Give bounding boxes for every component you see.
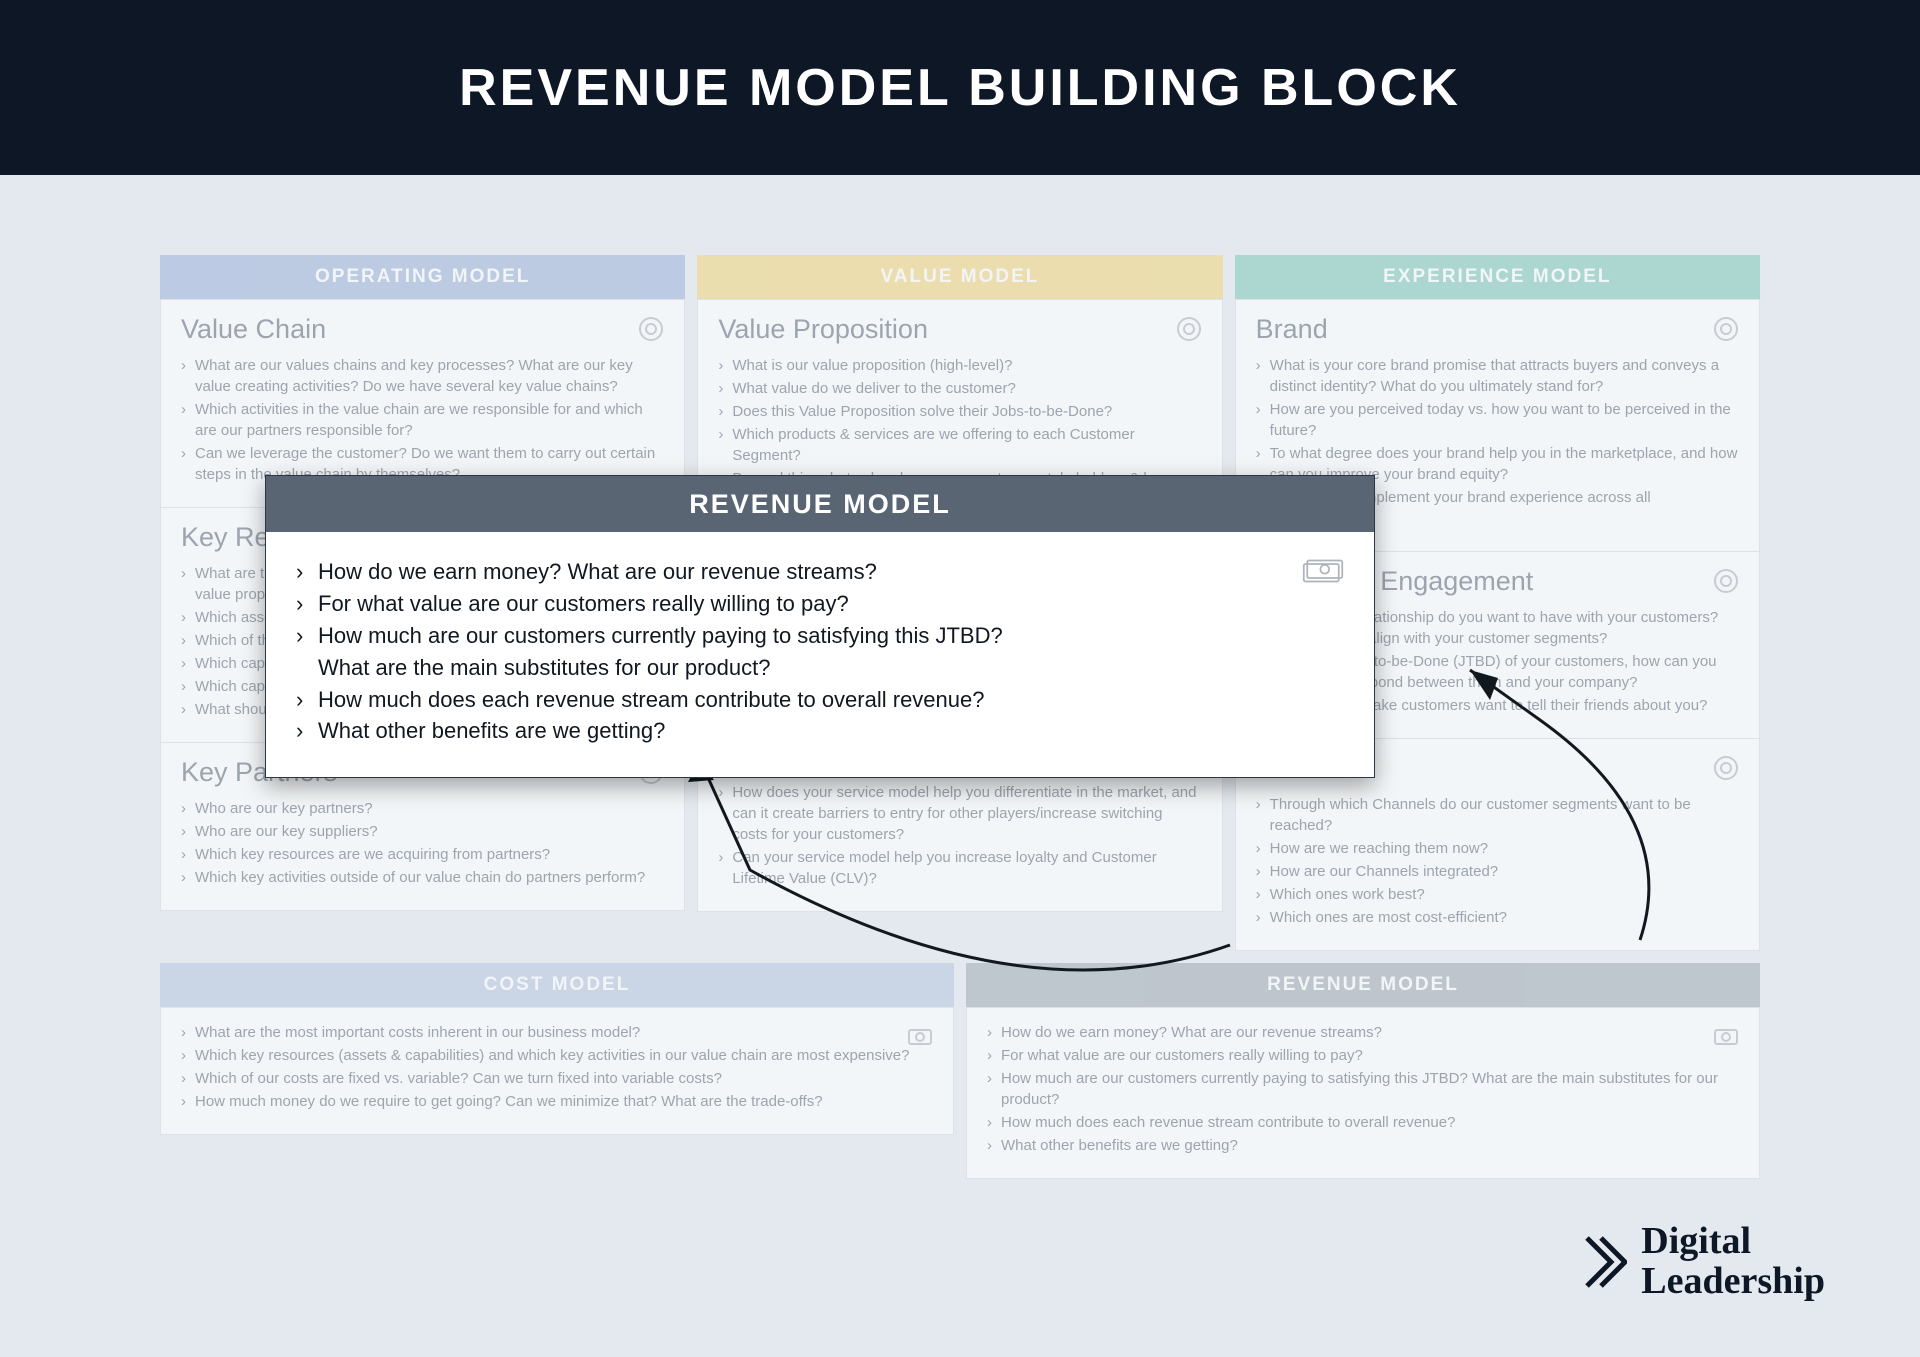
- question-item: What is your core brand promise that att…: [1256, 355, 1739, 397]
- popout-item: For what value are our customers really …: [296, 588, 1344, 620]
- question-list: Which differentiating, core and supporti…: [718, 759, 1201, 889]
- popout-header: REVENUE MODEL: [266, 476, 1374, 532]
- question-item: Which ones work best?: [1256, 884, 1739, 905]
- question-item: Which products & services are we offerin…: [718, 424, 1201, 466]
- question-list: What are the most important costs inhere…: [181, 1022, 933, 1112]
- question-item: For what value are our customers really …: [987, 1045, 1739, 1066]
- question-item: Which key resources are we acquiring fro…: [181, 844, 664, 865]
- column-header: OPERATING MODEL: [160, 255, 685, 299]
- question-item: What are the most important costs inhere…: [181, 1022, 933, 1043]
- question-item: How are we reaching them now?: [1256, 838, 1739, 859]
- model-block: What are the most important costs inhere…: [160, 1007, 954, 1135]
- block-title: Brand: [1256, 314, 1739, 345]
- model-block: How do we earn money? What are our reven…: [966, 1007, 1760, 1179]
- question-item: What other benefits are we getting?: [987, 1135, 1739, 1156]
- popout-item: How much are our customers currently pay…: [296, 620, 1344, 652]
- bottom-column: COST MODEL What are the most important co…: [160, 963, 954, 1179]
- gift-icon: [1174, 314, 1204, 344]
- question-item: What is our value proposition (high-leve…: [718, 355, 1201, 376]
- question-list: How do we earn money? What are our reven…: [987, 1022, 1739, 1156]
- question-item: Does this Value Proposition solve their …: [718, 401, 1201, 422]
- popout-item: What other benefits are we getting?: [296, 715, 1344, 747]
- question-item: What are our values chains and key proce…: [181, 355, 664, 397]
- bottom-column: REVENUE MODEL How do we earn money? What …: [966, 963, 1760, 1179]
- question-list: What are our values chains and key proce…: [181, 355, 664, 485]
- question-list: Who are our key partners?Who are our key…: [181, 798, 664, 888]
- question-item: How much are our customers currently pay…: [987, 1068, 1739, 1110]
- question-item: Who are our key partners?: [181, 798, 664, 819]
- question-item: Which key resources (assets & capabiliti…: [181, 1045, 933, 1066]
- question-item: How much does each revenue stream contri…: [987, 1112, 1739, 1133]
- target-icon: [636, 314, 666, 344]
- logo-text: Digital Leadership: [1641, 1222, 1825, 1302]
- popout-item: What are the main substitutes for our pr…: [296, 652, 1344, 684]
- brand-logo: Digital Leadership: [1583, 1222, 1825, 1302]
- question-item: Which activities in the value chain are …: [181, 399, 664, 441]
- question-item: Which key activities outside of our valu…: [181, 867, 664, 888]
- popout-body: How do we earn money? What are our reven…: [266, 532, 1374, 777]
- block-title: Value Proposition: [718, 314, 1201, 345]
- money-icon: [905, 1022, 935, 1052]
- question-item: Can your service model help you increase…: [718, 847, 1201, 889]
- question-list: Through which Channels do our customer s…: [1256, 794, 1739, 928]
- question-item: How are you perceived today vs. how you …: [1256, 399, 1739, 441]
- bookmark-icon: [1711, 314, 1741, 344]
- question-item: Which ones are most cost-efficient?: [1256, 907, 1739, 928]
- bottom-header: COST MODEL: [160, 963, 954, 1007]
- question-item: Who are our key suppliers?: [181, 821, 664, 842]
- question-item: How much money do we require to get goin…: [181, 1091, 933, 1112]
- question-item: Which of our costs are fixed vs. variabl…: [181, 1068, 933, 1089]
- page-title: REVENUE MODEL BUILDING BLOCK: [459, 58, 1461, 118]
- column-header: EXPERIENCE MODEL: [1235, 255, 1760, 299]
- block-title: Value Chain: [181, 314, 664, 345]
- network-icon: [1711, 753, 1741, 783]
- popout-item: How do we earn money? What are our reven…: [296, 556, 1344, 588]
- revenue-model-popout: REVENUE MODEL How do we earn money? What…: [265, 475, 1375, 778]
- bottom-header: REVENUE MODEL: [966, 963, 1760, 1007]
- question-item: What value do we deliver to the customer…: [718, 378, 1201, 399]
- page-header: REVENUE MODEL BUILDING BLOCK: [0, 0, 1920, 175]
- popout-item: How much does each revenue stream contri…: [296, 684, 1344, 716]
- column-header: VALUE MODEL: [697, 255, 1222, 299]
- question-item: How does your service model help you dif…: [718, 782, 1201, 845]
- question-item: Through which Channels do our customer s…: [1256, 794, 1739, 836]
- money-icon: [1711, 1022, 1741, 1052]
- question-item: How are our Channels integrated?: [1256, 861, 1739, 882]
- people-icon: [1711, 566, 1741, 596]
- logo-mark-icon: [1583, 1234, 1627, 1290]
- question-item: How do we earn money? What are our reven…: [987, 1022, 1739, 1043]
